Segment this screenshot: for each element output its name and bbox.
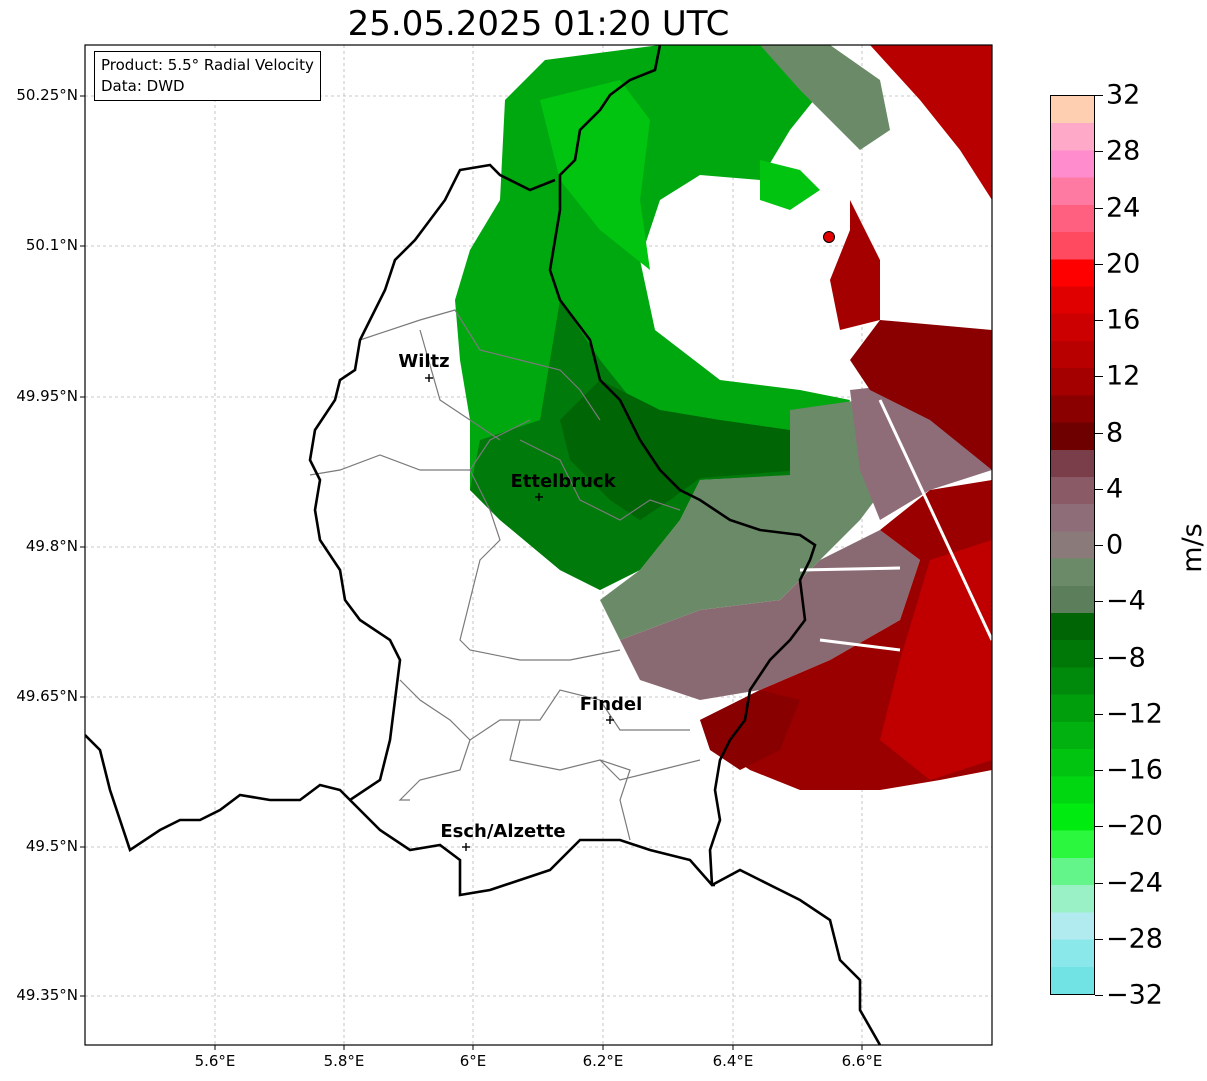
lat-tick-label: 49.95°N: [16, 387, 78, 405]
lat-tick-label: 49.35°N: [16, 986, 78, 1004]
city-label-ettelbruck: Ettelbruck: [510, 471, 616, 492]
colorbar-tick-label: 16: [1106, 304, 1141, 336]
colorbar-tick: [1095, 320, 1103, 321]
colorbar-tick: [1095, 995, 1103, 996]
colorbar-tick-label: 28: [1106, 135, 1141, 167]
lon-tick-label: 6.4°E: [712, 1052, 754, 1070]
colorbar-tick-label: 0: [1106, 529, 1124, 561]
radar-gaps: [799, 399, 992, 652]
lat-tick-label: 49.8°N: [25, 537, 78, 555]
lon-tick-label: 6.6°E: [841, 1052, 883, 1070]
colorbar-tick-label: −12: [1106, 698, 1163, 730]
lon-tick-label: 5.6°E: [194, 1052, 236, 1070]
lat-tick-label: 49.5°N: [25, 837, 78, 855]
colorbar-tick-label: 4: [1106, 473, 1124, 505]
colorbar-tick: [1095, 95, 1103, 96]
country-borders: [85, 45, 882, 1045]
city-markers: [425, 374, 614, 851]
colorbar-tick: [1095, 207, 1103, 209]
lat-tick-label: 50.25°N: [16, 86, 78, 104]
product-info-box: Product: 5.5° Radial Velocity Data: DWD: [94, 51, 321, 101]
city-label-esch-alzette: Esch/Alzette: [440, 821, 566, 842]
colorbar-tick-label: 20: [1106, 248, 1141, 280]
colorbar-tick: [1095, 432, 1103, 434]
colorbar-tick: [1095, 376, 1103, 378]
colorbar-tick: [1095, 713, 1103, 715]
district-boundaries: [309, 309, 701, 841]
colorbar-tick: [1095, 545, 1103, 546]
colorbar-tick-label: 8: [1106, 417, 1124, 448]
colorbar-tick: [1095, 770, 1103, 771]
colorbar-tick-label: 32: [1106, 79, 1141, 111]
chart-title: 25.05.2025 01:20 UTC: [347, 4, 730, 44]
colorbar-unit-label: m/s: [1177, 523, 1207, 573]
colorbar-tick-label: 12: [1106, 360, 1141, 392]
lon-tick-label: 6.2°E: [582, 1052, 624, 1070]
velocity-colorbar: [1050, 95, 1095, 995]
lat-tick-label: 50.1°N: [25, 236, 78, 254]
product-label: Product: 5.5° Radial Velocity: [101, 56, 314, 74]
lon-tick-label: 5.8°E: [323, 1052, 365, 1070]
colorbar-tick: [1095, 826, 1103, 828]
colorbar-tick: [1095, 601, 1103, 603]
city-label-wiltz: Wiltz: [398, 351, 450, 372]
radar-site-marker: [823, 231, 835, 243]
colorbar-tick-label: −32: [1106, 979, 1163, 1011]
colorbar-tick-label: −16: [1106, 754, 1163, 786]
colorbar-tick: [1095, 263, 1103, 265]
colorbar-tick: [1095, 882, 1103, 884]
colorbar-tick-label: −8: [1106, 642, 1146, 673]
colorbar-tick-label: −28: [1106, 923, 1163, 955]
colorbar-tick-label: −4: [1106, 585, 1146, 617]
velocity-echoes-outbound: [700, 45, 992, 790]
colorbar-tick-label: −24: [1106, 867, 1163, 898]
data-source-label: Data: DWD: [101, 77, 185, 95]
colorbar-tick: [1095, 488, 1103, 490]
colorbar-tick: [1095, 657, 1103, 659]
lat-tick-label: 49.65°N: [16, 687, 78, 705]
lon-tick-label: 6°E: [459, 1052, 487, 1070]
colorbar-tick: [1095, 151, 1103, 153]
colorbar-tick: [1095, 938, 1103, 940]
city-label-findel: Findel: [579, 694, 643, 715]
colorbar-tick-label: 24: [1106, 192, 1141, 223]
colorbar-tick-label: −20: [1106, 810, 1163, 842]
